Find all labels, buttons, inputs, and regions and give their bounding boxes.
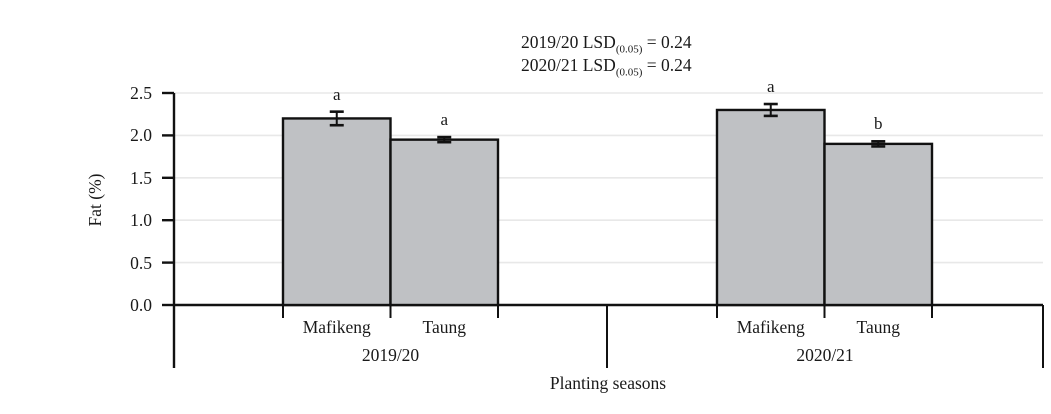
season-group-label: 2020/21	[796, 345, 854, 365]
lsd-subscript: (0.05)	[615, 66, 643, 79]
y-tick-label: 0.0	[130, 295, 152, 315]
category-label: Taung	[856, 317, 901, 337]
category-label: Mafikeng	[302, 317, 371, 337]
x-axis-title: Planting seasons	[549, 373, 667, 393]
lsd-prefix: 2020/21 LSD	[521, 55, 616, 75]
season-group-label: 2019/20	[361, 345, 420, 365]
significance-letter: b	[874, 114, 883, 134]
lsd-value: = 0.24	[642, 32, 692, 52]
y-tick-label: 1.5	[130, 167, 152, 188]
lsd-prefix: 2019/20 LSD	[521, 32, 616, 52]
lsd-value: = 0.24	[642, 55, 692, 75]
y-tick-label: 0.5	[130, 252, 152, 273]
y-tick-label: 1.0	[130, 210, 152, 231]
bar-2020/21-Taung	[823, 142, 934, 307]
category-label: Taung	[422, 317, 467, 337]
lsd-line-2019-20: 2019/20 LSD(0.05) = 0.24	[521, 31, 692, 56]
y-tick-label: 2.0	[130, 125, 152, 146]
category-label: Mafikeng	[736, 317, 805, 337]
bar-2019/20-Taung	[389, 138, 500, 307]
lsd-annotation: 2019/20 LSD(0.05) = 0.24 2020/21 LSD(0.0…	[521, 31, 692, 79]
lsd-line-2020-21: 2020/21 LSD(0.05) = 0.24	[521, 54, 692, 79]
bar-2019/20-Mafikeng	[281, 117, 392, 307]
significance-letter: a	[332, 84, 341, 104]
lsd-subscript: (0.05)	[615, 43, 643, 56]
y-tick-label: 2.5	[130, 83, 152, 103]
significance-letter: a	[440, 110, 449, 130]
bar-2020/21-Mafikeng	[715, 108, 826, 307]
significance-letter: a	[766, 77, 775, 97]
